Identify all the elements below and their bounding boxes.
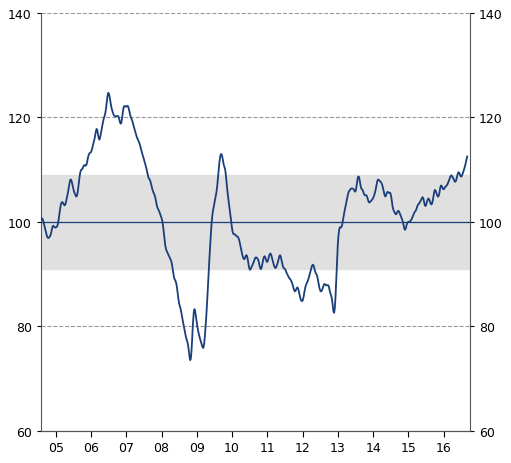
Bar	[41, 175, 470, 269]
